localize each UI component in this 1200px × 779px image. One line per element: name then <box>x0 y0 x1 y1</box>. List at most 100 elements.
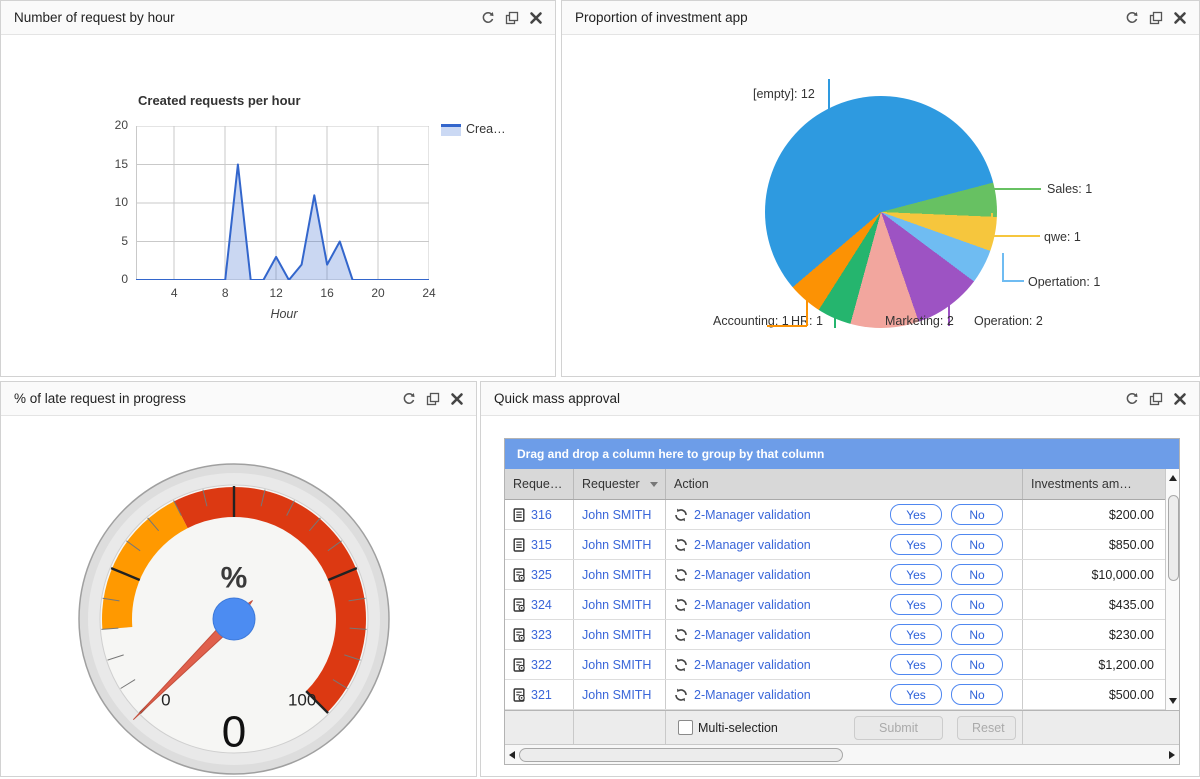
action-link[interactable]: 2-Manager validation <box>694 567 811 582</box>
requester-link[interactable]: John SMITH <box>582 657 652 672</box>
yes-button[interactable]: Yes <box>890 564 942 585</box>
panel-title: Number of request by hour <box>14 10 175 25</box>
x-axis-title: Hour <box>270 307 298 321</box>
vertical-scrollbar[interactable] <box>1165 469 1179 710</box>
pie-callout-line <box>806 295 808 326</box>
chart-legend: Crea… <box>441 122 506 136</box>
x-tick-label: 8 <box>221 286 229 300</box>
document-gear-icon <box>512 687 526 702</box>
no-button[interactable]: No <box>951 654 1003 675</box>
action-link[interactable]: 2-Manager validation <box>694 687 811 702</box>
yes-button[interactable]: Yes <box>890 534 942 555</box>
y-tick-label: 10 <box>114 195 128 209</box>
table-row: 321 John SMITH 2-Manager validation Yes No $5… <box>505 680 1165 710</box>
pie-slice-label: Opertation: 1 <box>1028 275 1101 289</box>
requester-link[interactable]: John SMITH <box>582 567 652 582</box>
reset-button[interactable]: Reset <box>957 715 1016 740</box>
no-button[interactable]: No <box>951 504 1003 525</box>
sort-dropdown-icon[interactable] <box>650 481 658 487</box>
request-id-link[interactable]: 321 <box>531 687 552 702</box>
pie-slice-label: Operation: 2 <box>974 314 1043 328</box>
popout-icon[interactable] <box>505 11 519 25</box>
refresh-icon[interactable] <box>402 392 416 406</box>
requester-link[interactable]: John SMITH <box>582 537 652 552</box>
document-icon <box>512 507 526 522</box>
y-tick-label: 0 <box>121 272 128 286</box>
horizontal-scrollbar[interactable] <box>505 744 1179 764</box>
action-link[interactable]: 2-Manager validation <box>694 627 811 642</box>
scroll-down-arrow[interactable] <box>1169 698 1177 704</box>
workflow-sync-icon <box>674 688 688 702</box>
no-button[interactable]: No <box>951 594 1003 615</box>
x-tick-label: 16 <box>320 286 334 300</box>
popout-icon[interactable] <box>1149 392 1163 406</box>
request-id-link[interactable]: 316 <box>531 507 552 522</box>
panel-late-request-gauge: % of late request in progress 0 100% 0 <box>0 381 477 777</box>
vertical-scroll-thumb[interactable] <box>1167 495 1179 581</box>
horizontal-scroll-thumb[interactable] <box>519 748 843 762</box>
scroll-left-arrow[interactable] <box>509 751 515 759</box>
multi-selection-label: Multi-selection <box>698 720 778 735</box>
pie-callout-line <box>767 325 807 327</box>
request-id-link[interactable]: 325 <box>531 567 552 582</box>
investment-amount: $1,200.00 <box>1098 657 1154 672</box>
close-icon[interactable] <box>450 392 464 406</box>
yes-button[interactable]: Yes <box>890 654 942 675</box>
document-gear-icon <box>512 567 526 582</box>
svg-text:100: 100 <box>288 691 316 710</box>
document-icon <box>512 537 526 552</box>
multi-selection-checkbox[interactable] <box>678 720 693 735</box>
close-icon[interactable] <box>1173 392 1187 406</box>
panel-investment-proportion: Proportion of investment app [empty]: 12… <box>561 0 1200 377</box>
action-link[interactable]: 2-Manager validation <box>694 507 811 522</box>
column-header-investments[interactable]: Investments am… <box>1031 477 1132 491</box>
x-tick-label: 4 <box>170 286 178 300</box>
document-gear-icon <box>512 597 526 612</box>
request-id-link[interactable]: 315 <box>531 537 552 552</box>
panel-quick-mass-approval: Quick mass approval Drag and drop a colu… <box>480 381 1200 777</box>
yes-button[interactable]: Yes <box>890 624 942 645</box>
x-tick-label: 24 <box>422 286 436 300</box>
scroll-right-arrow[interactable] <box>1169 751 1175 759</box>
no-button[interactable]: No <box>951 564 1003 585</box>
request-id-link[interactable]: 324 <box>531 597 552 612</box>
no-button[interactable]: No <box>951 684 1003 705</box>
close-icon[interactable] <box>1173 11 1187 25</box>
requester-link[interactable]: John SMITH <box>582 627 652 642</box>
column-header-action[interactable]: Action <box>666 469 1023 499</box>
column-header-requester[interactable]: Requester <box>574 469 666 499</box>
yes-button[interactable]: Yes <box>890 504 942 525</box>
close-icon[interactable] <box>529 11 543 25</box>
group-by-drop-zone: Drag and drop a column here to group by … <box>505 439 1179 469</box>
action-link[interactable]: 2-Manager validation <box>694 657 811 672</box>
request-id-link[interactable]: 322 <box>531 657 552 672</box>
panel-title: % of late request in progress <box>14 391 186 406</box>
refresh-icon[interactable] <box>1125 392 1139 406</box>
no-button[interactable]: No <box>951 624 1003 645</box>
refresh-icon[interactable] <box>481 11 495 25</box>
requester-link[interactable]: John SMITH <box>582 687 652 702</box>
no-button[interactable]: No <box>951 534 1003 555</box>
pie-slice-label: Marketing: 2 <box>885 314 954 328</box>
submit-button[interactable]: Submit <box>854 715 943 740</box>
popout-icon[interactable] <box>1149 11 1163 25</box>
action-link[interactable]: 2-Manager validation <box>694 537 811 552</box>
panel-header: Quick mass approval <box>481 382 1199 416</box>
column-header-request[interactable]: Reque… <box>505 469 574 499</box>
table-row: 323 John SMITH 2-Manager validation Yes No $2… <box>505 620 1165 650</box>
x-tick-label: 12 <box>269 286 283 300</box>
scroll-up-arrow[interactable] <box>1169 475 1177 481</box>
yes-button[interactable]: Yes <box>890 594 942 615</box>
requester-link[interactable]: John SMITH <box>582 597 652 612</box>
popout-icon[interactable] <box>426 392 440 406</box>
requester-link[interactable]: John SMITH <box>582 507 652 522</box>
pie-callout-line <box>994 188 1041 190</box>
action-link[interactable]: 2-Manager validation <box>694 597 811 612</box>
approval-grid: Drag and drop a column here to group by … <box>504 438 1180 765</box>
refresh-icon[interactable] <box>1125 11 1139 25</box>
svg-text:%: % <box>221 562 248 595</box>
request-id-link[interactable]: 323 <box>531 627 552 642</box>
y-tick-label: 15 <box>114 156 128 171</box>
yes-button[interactable]: Yes <box>890 684 942 705</box>
panel-header: Number of request by hour <box>1 1 555 35</box>
